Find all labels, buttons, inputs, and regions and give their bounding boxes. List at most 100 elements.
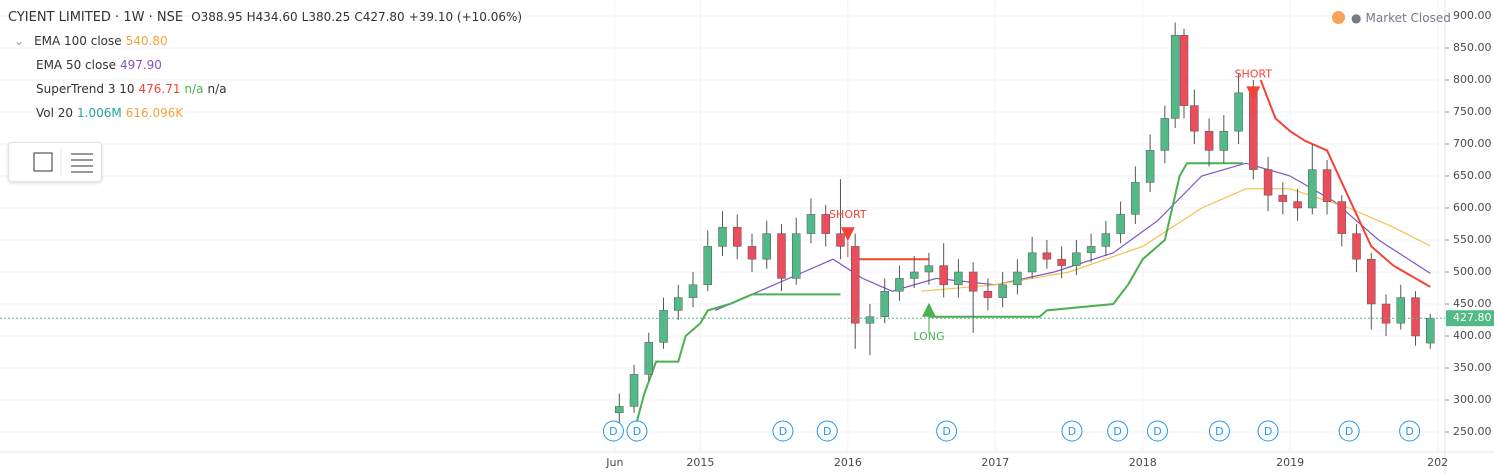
candle-body bbox=[939, 265, 948, 286]
x-tick-label: 2016 bbox=[834, 456, 862, 469]
dividend-marker bbox=[772, 420, 794, 442]
candle-body bbox=[1367, 258, 1376, 305]
market-status[interactable]: ● Market Closed bbox=[1332, 11, 1455, 25]
dividend-label: D bbox=[1153, 425, 1161, 438]
candle-body bbox=[1057, 258, 1066, 266]
symbol: CYIENT LIMITED · 1W · NSE bbox=[8, 10, 184, 25]
candle-body bbox=[674, 297, 683, 311]
ohlc: L380.25 bbox=[301, 10, 351, 24]
y-tick-label: 600.00 bbox=[1453, 201, 1492, 214]
ohlc: O388.95 bbox=[191, 10, 243, 24]
candle-body bbox=[718, 226, 727, 247]
signal-arrow bbox=[1246, 86, 1261, 101]
candle-body bbox=[998, 284, 1007, 298]
dividend-label: D bbox=[1264, 425, 1272, 438]
indicator[interactable]: SuperTrend 3 10 476.71 n/a n/a bbox=[36, 82, 231, 96]
toolbar-icons bbox=[33, 147, 93, 177]
rect-tool[interactable] bbox=[33, 152, 53, 172]
x-tick-label: 2019 bbox=[1276, 456, 1304, 469]
candle-body bbox=[968, 271, 978, 292]
candle-body bbox=[703, 246, 713, 286]
candle-body bbox=[895, 278, 904, 292]
candle-body bbox=[1101, 233, 1111, 247]
signal-label: SHORT bbox=[1235, 67, 1273, 80]
candle-body bbox=[1381, 303, 1391, 324]
indicator-name: EMA 50 close bbox=[36, 58, 116, 72]
dividend-marker bbox=[1338, 420, 1360, 442]
candle-body bbox=[821, 214, 830, 234]
indicator-value: 497.90 bbox=[119, 58, 162, 72]
candle-body bbox=[1426, 317, 1435, 344]
candle-body bbox=[732, 226, 742, 247]
candle-body bbox=[1170, 34, 1180, 119]
signal-label: SHORT bbox=[829, 208, 867, 221]
indicator-name: EMA 100 close bbox=[34, 34, 122, 48]
y-tick-label: 450.00 bbox=[1453, 297, 1492, 310]
candle-body bbox=[865, 316, 875, 324]
candle-body bbox=[1160, 118, 1170, 151]
candle-body bbox=[1116, 214, 1125, 234]
candle-body bbox=[1396, 297, 1406, 324]
indicator-value: n/a bbox=[184, 82, 204, 96]
indicator-value: n/a bbox=[207, 82, 227, 96]
dividend-label: D bbox=[1215, 425, 1223, 438]
indicator-name: SuperTrend 3 10 bbox=[36, 82, 135, 96]
dividend-label: D bbox=[1345, 425, 1353, 438]
candle-body bbox=[1219, 130, 1229, 151]
candle-body bbox=[777, 233, 786, 279]
dividend-marker bbox=[602, 420, 624, 442]
candle-body bbox=[1145, 150, 1155, 183]
y-tick-label: 250.00 bbox=[1453, 425, 1492, 438]
dividend-label: D bbox=[1405, 425, 1413, 438]
y-tick-label: 700.00 bbox=[1453, 137, 1492, 150]
signal-label: LONG bbox=[913, 330, 944, 343]
indicator[interactable]: ⌄ EMA 100 close 540.80 bbox=[14, 34, 168, 48]
candle-body bbox=[1204, 130, 1214, 151]
candle-body bbox=[1411, 297, 1420, 337]
indicator-value: 1.006M bbox=[77, 106, 122, 120]
candle-body bbox=[924, 265, 934, 273]
y-tick-label: 900.00 bbox=[1453, 9, 1492, 22]
indicator-value: 476.71 bbox=[138, 82, 181, 96]
dividend-marker bbox=[1061, 420, 1083, 442]
dividend-label: D bbox=[942, 425, 950, 438]
candle-body bbox=[1322, 169, 1332, 202]
indicator-name: Vol 20 bbox=[36, 106, 74, 120]
candle-body bbox=[1027, 252, 1037, 273]
ohlc: H434.60 bbox=[246, 10, 298, 24]
dividend-marker bbox=[1257, 420, 1279, 442]
dividend-label: D bbox=[633, 425, 641, 438]
candle-body bbox=[806, 214, 816, 234]
status-text: Market Closed bbox=[1365, 11, 1451, 25]
indicator[interactable]: Vol 20 1.006M 616.096K bbox=[36, 106, 187, 120]
candle-body bbox=[880, 290, 889, 318]
candle-body bbox=[644, 342, 654, 375]
candle-body bbox=[850, 246, 860, 324]
candle-body bbox=[1179, 34, 1189, 106]
dividend-marker bbox=[1208, 420, 1230, 442]
indicator-value: 540.80 bbox=[125, 34, 168, 48]
candle-body bbox=[629, 374, 639, 407]
indicator-line bbox=[633, 162, 1243, 433]
y-tick-label: 750.00 bbox=[1453, 105, 1492, 118]
dividend-marker bbox=[816, 420, 838, 442]
lines-tool[interactable] bbox=[71, 153, 93, 173]
candle-body bbox=[1263, 169, 1273, 196]
candle-body bbox=[747, 246, 757, 260]
indicator[interactable]: EMA 50 close 497.90 bbox=[36, 58, 166, 72]
dividend-marker bbox=[936, 420, 958, 442]
candle-body bbox=[954, 271, 963, 286]
indicator-line bbox=[850, 79, 1431, 288]
x-tick-label: 202 bbox=[1427, 456, 1448, 469]
dividend-label: D bbox=[779, 425, 787, 438]
y-tick-label: 650.00 bbox=[1453, 169, 1492, 182]
candle-body bbox=[1278, 194, 1288, 202]
dividend-marker bbox=[1146, 420, 1168, 442]
candle-body bbox=[762, 233, 771, 260]
candle-body bbox=[688, 284, 698, 298]
dividend-label: D bbox=[1068, 425, 1076, 438]
candle-body bbox=[1293, 201, 1302, 209]
candle-body bbox=[1234, 92, 1243, 132]
indicator-value: 616.096K bbox=[125, 106, 184, 120]
